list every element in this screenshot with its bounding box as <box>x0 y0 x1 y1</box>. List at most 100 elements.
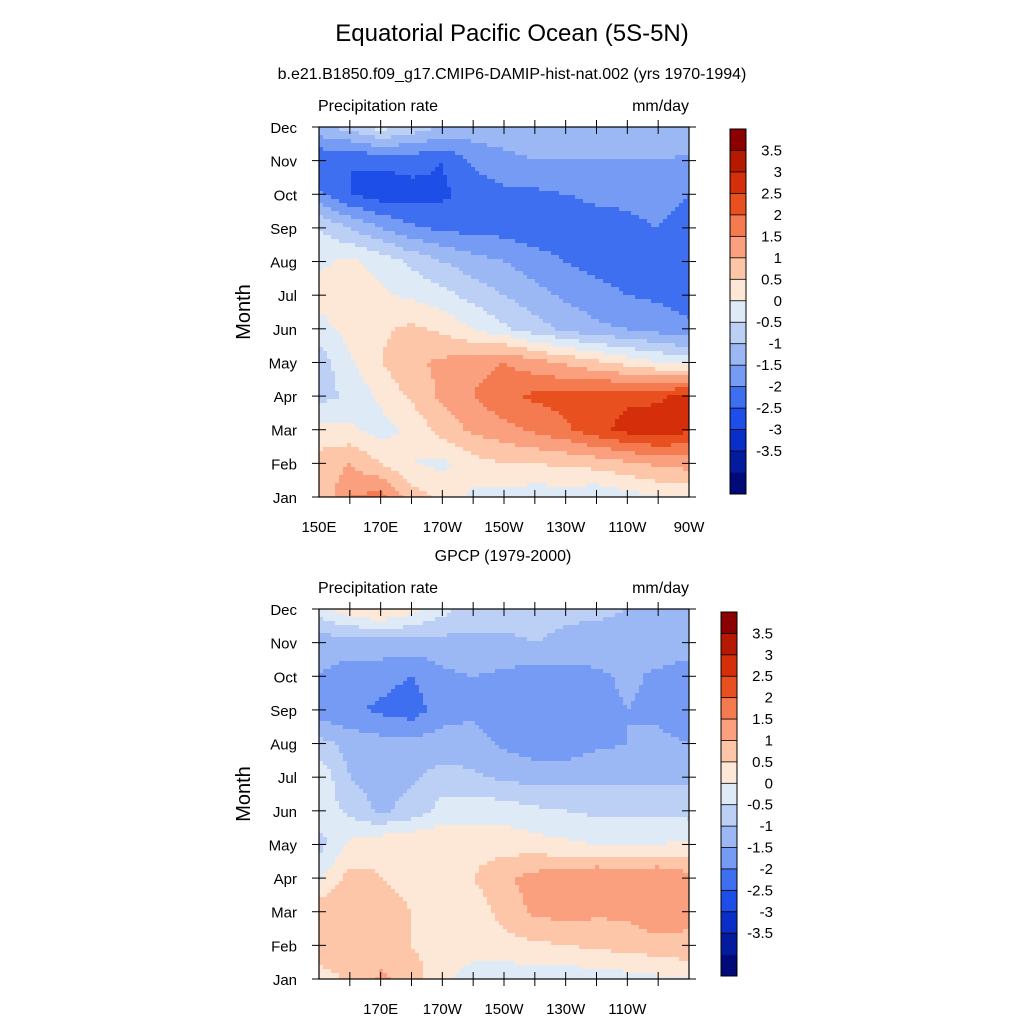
contour-cell <box>399 235 404 240</box>
contour-cell <box>623 155 628 160</box>
contour-cell <box>395 215 400 220</box>
contour-cell <box>475 247 480 252</box>
contour-cell <box>467 247 472 252</box>
contour-cell <box>343 207 348 212</box>
contour-cell <box>623 331 628 336</box>
contour-cell <box>331 167 336 172</box>
contour-cell <box>667 167 672 172</box>
contour-cell <box>655 299 660 304</box>
contour-cell <box>347 195 352 200</box>
contour-cell <box>563 283 568 288</box>
contour-cell <box>675 303 680 308</box>
contour-cell <box>543 231 548 236</box>
contour-cell <box>655 271 660 276</box>
contour-cell <box>667 331 672 336</box>
contour-cell <box>455 183 460 188</box>
contour-cell <box>475 131 480 136</box>
contour-cell <box>599 159 604 164</box>
contour-cell <box>419 291 424 296</box>
contour-cell <box>651 275 656 280</box>
contour-cell <box>567 147 572 152</box>
contour-cell <box>391 267 396 272</box>
contour-cell <box>647 331 652 336</box>
contour-cell <box>519 155 524 160</box>
contour-cell <box>363 175 368 180</box>
contour-cell <box>539 311 544 316</box>
contour-cell <box>467 187 472 192</box>
contour-cell <box>623 175 628 180</box>
contour-cell <box>443 155 448 160</box>
contour-cell <box>523 191 528 196</box>
contour-cell <box>523 243 528 248</box>
contour-cell <box>463 223 468 228</box>
contour-cell <box>503 235 508 240</box>
contour-cell <box>327 303 332 308</box>
contour-cell <box>415 331 420 336</box>
contour-cell <box>675 135 680 140</box>
contour-cell <box>559 167 564 172</box>
contour-cell <box>343 215 348 220</box>
contour-cell <box>499 275 504 280</box>
contour-cell <box>343 307 348 312</box>
contour-cell <box>323 223 328 228</box>
contour-cell <box>511 175 516 180</box>
contour-cell <box>371 247 376 252</box>
contour-cell <box>391 259 396 264</box>
contour-cell <box>331 227 336 232</box>
contour-cell <box>479 147 484 152</box>
contour-cell <box>343 131 348 136</box>
contour-cell <box>671 151 676 156</box>
contour-cell <box>655 291 660 296</box>
contour-cell <box>495 235 500 240</box>
contour-cell <box>679 151 684 156</box>
contour-cell <box>647 255 652 260</box>
contour-cell <box>455 311 460 316</box>
contour-cell <box>455 315 460 320</box>
contour-cell <box>511 231 516 236</box>
contour-cell <box>639 311 644 316</box>
contour-cell <box>539 147 544 152</box>
contour-cell <box>587 251 592 256</box>
contour-cell <box>591 267 596 272</box>
contour-cell <box>659 263 664 268</box>
contour-cell <box>391 307 396 312</box>
contour-cell <box>459 303 464 308</box>
contour-cell <box>455 275 460 280</box>
contour-cell <box>407 151 412 156</box>
contour-cell <box>587 147 592 152</box>
contour-cell <box>663 175 668 180</box>
contour-cell <box>623 127 628 132</box>
contour-cell <box>375 211 380 216</box>
contour-cell <box>507 219 512 224</box>
contour-cell <box>355 263 360 268</box>
contour-cell <box>555 267 560 272</box>
contour-cell <box>371 155 376 160</box>
contour-cell <box>647 203 652 208</box>
contour-cell <box>387 131 392 136</box>
contour-cell <box>387 147 392 152</box>
contour-cell <box>619 279 624 284</box>
contour-cell <box>483 271 488 276</box>
contour-cell <box>379 195 384 200</box>
contour-cell <box>431 287 436 292</box>
contour-cell <box>359 267 364 272</box>
contour-cell <box>655 287 660 292</box>
contour-cell <box>579 155 584 160</box>
contour-cell <box>395 155 400 160</box>
contour-cell <box>455 163 460 168</box>
contour-cell <box>515 227 520 232</box>
contour-cell <box>623 307 628 312</box>
contour-cell <box>611 235 616 240</box>
contour-cell <box>483 151 488 156</box>
contour-cell <box>563 219 568 224</box>
contour-cell <box>567 251 572 256</box>
contour-cell <box>447 319 452 324</box>
contour-cell <box>487 251 492 256</box>
contour-cell <box>395 203 400 208</box>
contour-cell <box>679 267 684 272</box>
contour-cell <box>467 171 472 176</box>
contour-cell <box>675 239 680 244</box>
contour-cell <box>331 235 336 240</box>
contour-cell <box>631 179 636 184</box>
contour-cell <box>451 163 456 168</box>
